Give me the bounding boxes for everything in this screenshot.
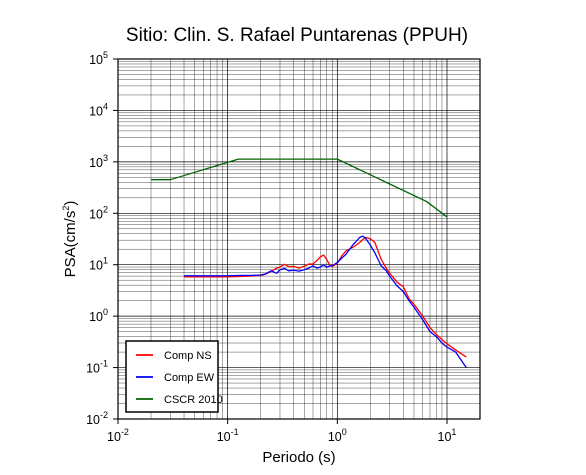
series-line-2 <box>184 235 467 368</box>
plot-frame <box>117 58 481 420</box>
series-group <box>151 158 467 368</box>
x-tick-label: 10-1 <box>217 427 239 444</box>
y-tick-label: 10-1 <box>86 359 108 376</box>
legend: Comp NS Comp EW CSCR 2010 <box>125 340 223 413</box>
y-tick-label: 102 <box>89 204 108 221</box>
y-tick-label: 101 <box>89 256 108 273</box>
x-tick-label: 100 <box>328 427 347 444</box>
grid <box>117 59 481 420</box>
legend-label: CSCR 2010 <box>164 394 223 406</box>
y-tick-label: 103 <box>89 153 108 170</box>
y-tick-label: 105 <box>89 50 108 67</box>
legend-label: Comp NS <box>164 350 212 362</box>
y-tick-label: 10-2 <box>86 410 108 427</box>
y-axis: 10-2 10-1 100 101 102 103 104 105 <box>86 50 118 427</box>
x-tick-label: 101 <box>438 427 457 444</box>
x-tick-label: 10-2 <box>107 427 129 444</box>
y-tick-label: 104 <box>89 101 108 118</box>
x-axis-label: Periodo (s) <box>262 449 335 466</box>
series-line-3 <box>151 158 448 218</box>
x-axis: 10-2 10-1 100 101 <box>107 419 456 444</box>
chart-title: Sitio: Clin. S. Rafael Puntarenas (PPUH) <box>126 25 468 46</box>
y-axis-label: PSA(cm/s2) <box>61 201 79 278</box>
series-line-1 <box>184 236 467 358</box>
y-tick-label: 100 <box>89 307 108 324</box>
legend-label: Comp EW <box>164 372 215 384</box>
y-axis-label-sup: 2 <box>61 206 71 211</box>
